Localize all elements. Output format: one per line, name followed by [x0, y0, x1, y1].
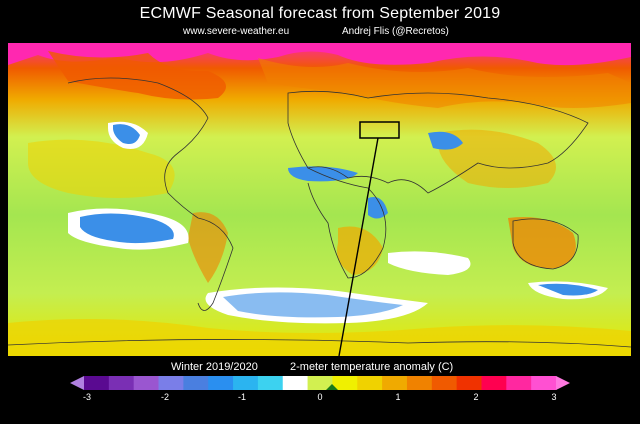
tick-label: -2: [160, 392, 169, 402]
map-title: ECMWF Seasonal forecast from September 2…: [139, 5, 501, 22]
tick-label: -1: [237, 392, 246, 402]
colorbar-segment: [406, 376, 433, 390]
colorbar-segment: [456, 376, 482, 390]
temperature-anomaly-map: [8, 43, 631, 356]
pointer-marker: [326, 384, 338, 390]
cold-anomalies: [68, 121, 608, 324]
colorbar-segments: [84, 376, 557, 390]
coastlines: [8, 77, 631, 348]
world-map: [8, 43, 631, 356]
pacific-warm-patch: [28, 139, 175, 198]
colorbar-arrow-left: [70, 376, 84, 390]
colorbar-segment: [382, 376, 408, 390]
colorbar-segment: [431, 376, 458, 390]
site-credit: www.severe-weather.eu: [183, 26, 290, 37]
north-america-warm: [48, 51, 226, 100]
australia-warm: [508, 217, 576, 269]
south-africa-warm: [337, 226, 383, 275]
colorbar-segment: [158, 376, 184, 390]
asia-warm-patch: [438, 129, 556, 188]
season-label: Winter 2019/2020: [171, 361, 258, 373]
variable-label: 2-meter temperature anomaly (C): [290, 361, 454, 373]
colorbar-segment: [506, 376, 532, 390]
colorbar-segment: [332, 376, 358, 390]
colorbar-segment: [208, 376, 234, 390]
colorbar: [70, 376, 570, 390]
tick-label: 2: [473, 392, 479, 402]
colorbar-segment: [357, 376, 383, 390]
south-america-warm: [188, 212, 228, 283]
pointer-line: [338, 137, 379, 356]
eurasia-warm: [258, 58, 631, 108]
southern-band: [8, 319, 631, 356]
colorbar-segment: [282, 376, 309, 390]
colorbar-segment: [183, 376, 209, 390]
tick-label: 3: [551, 392, 557, 402]
author-credit: Andrej Flis (@Recretos): [342, 26, 449, 37]
arctic-hot-anomaly: [8, 43, 631, 66]
tick-label: 1: [395, 392, 401, 402]
colorbar-segment: [84, 376, 110, 390]
tick-label: 0: [317, 392, 323, 402]
colorbar-segment: [307, 376, 333, 390]
colorbar-segment: [233, 376, 259, 390]
colorbar-segment: [133, 376, 160, 390]
highlight-box: [359, 121, 400, 139]
colorbar-segment: [257, 376, 284, 390]
colorbar-arrow-right: [556, 376, 570, 390]
colorbar-segment: [481, 376, 507, 390]
colorbar-segment: [108, 376, 135, 390]
colorbar-segment: [531, 376, 557, 390]
tick-label: -3: [82, 392, 91, 402]
